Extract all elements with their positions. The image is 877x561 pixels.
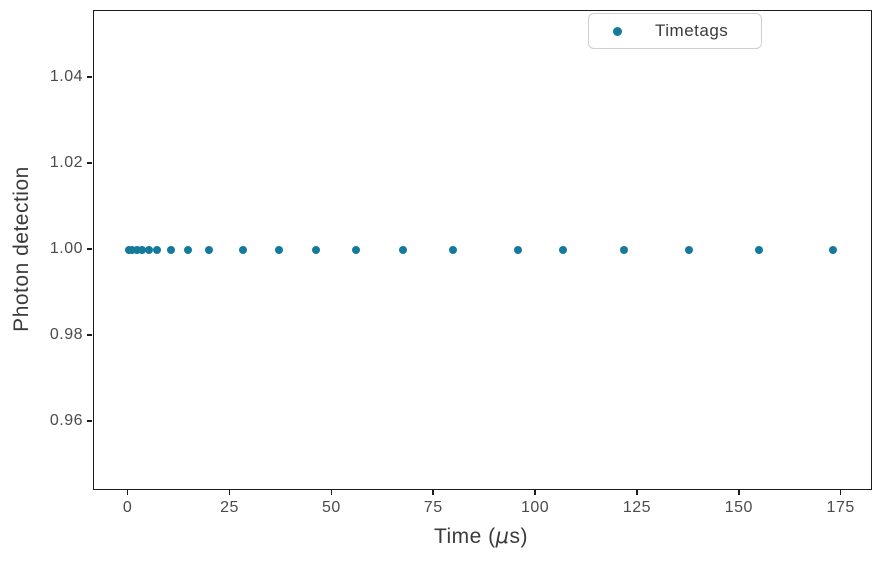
x-tick-label: 175 bbox=[826, 499, 855, 516]
x-axis-label-prefix: Time ( bbox=[433, 525, 496, 548]
data-point bbox=[144, 246, 153, 254]
x-tick-label: 150 bbox=[724, 499, 753, 516]
data-point bbox=[351, 246, 360, 254]
y-tick-label: 0.96 bbox=[49, 412, 83, 430]
x-tick-mark bbox=[738, 490, 740, 495]
x-tick-mark bbox=[534, 490, 536, 495]
x-tick-label: 25 bbox=[220, 499, 239, 516]
data-point bbox=[167, 246, 176, 254]
data-point bbox=[312, 246, 321, 254]
data-point bbox=[275, 246, 284, 254]
x-tick-label: 125 bbox=[622, 499, 652, 516]
y-tick-mark bbox=[87, 248, 92, 250]
data-point bbox=[128, 246, 137, 254]
x-tick-mark bbox=[228, 490, 231, 495]
data-point bbox=[153, 246, 162, 254]
y-tick-label: 0.98 bbox=[49, 326, 83, 344]
y-tick-label: 1.04 bbox=[49, 67, 83, 85]
x-tick-mark bbox=[432, 490, 434, 495]
x-tick-mark bbox=[636, 490, 638, 495]
data-point bbox=[513, 246, 522, 254]
y-axis-label: Photon detection bbox=[10, 166, 33, 332]
data-point bbox=[204, 246, 213, 254]
y-tick-mark bbox=[87, 75, 92, 78]
data-point bbox=[755, 246, 764, 254]
x-tick-label: 0 bbox=[122, 499, 133, 516]
mu-symbol: μ bbox=[495, 524, 510, 548]
x-tick-label: 50 bbox=[321, 499, 341, 516]
data-point bbox=[398, 246, 407, 254]
data-point bbox=[448, 246, 457, 254]
x-axis-label-suffix: s) bbox=[509, 525, 529, 548]
x-tick-mark bbox=[126, 490, 129, 495]
legend-label: Timetags bbox=[655, 21, 729, 40]
x-axis-label: Time (μs) bbox=[434, 524, 528, 549]
data-point bbox=[685, 246, 694, 254]
data-point bbox=[137, 246, 146, 254]
legend: Timetags bbox=[588, 13, 762, 49]
x-tick-label: 75 bbox=[423, 499, 443, 516]
data-point bbox=[620, 246, 629, 254]
legend-marker-icon bbox=[613, 26, 622, 36]
data-point bbox=[132, 246, 141, 254]
data-point bbox=[238, 246, 247, 254]
y-tick-label: 1.02 bbox=[49, 153, 83, 171]
x-tick-mark bbox=[330, 490, 333, 495]
x-tick-label: 100 bbox=[520, 499, 550, 516]
x-tick-mark bbox=[839, 490, 842, 495]
y-tick-label: 1.00 bbox=[49, 240, 83, 257]
data-point bbox=[558, 246, 567, 254]
data-point bbox=[184, 246, 193, 254]
y-tick-mark bbox=[87, 420, 92, 423]
data-point bbox=[828, 246, 837, 254]
plot-area bbox=[93, 10, 872, 490]
y-tick-mark bbox=[87, 162, 92, 164]
y-tick-mark bbox=[87, 334, 92, 336]
